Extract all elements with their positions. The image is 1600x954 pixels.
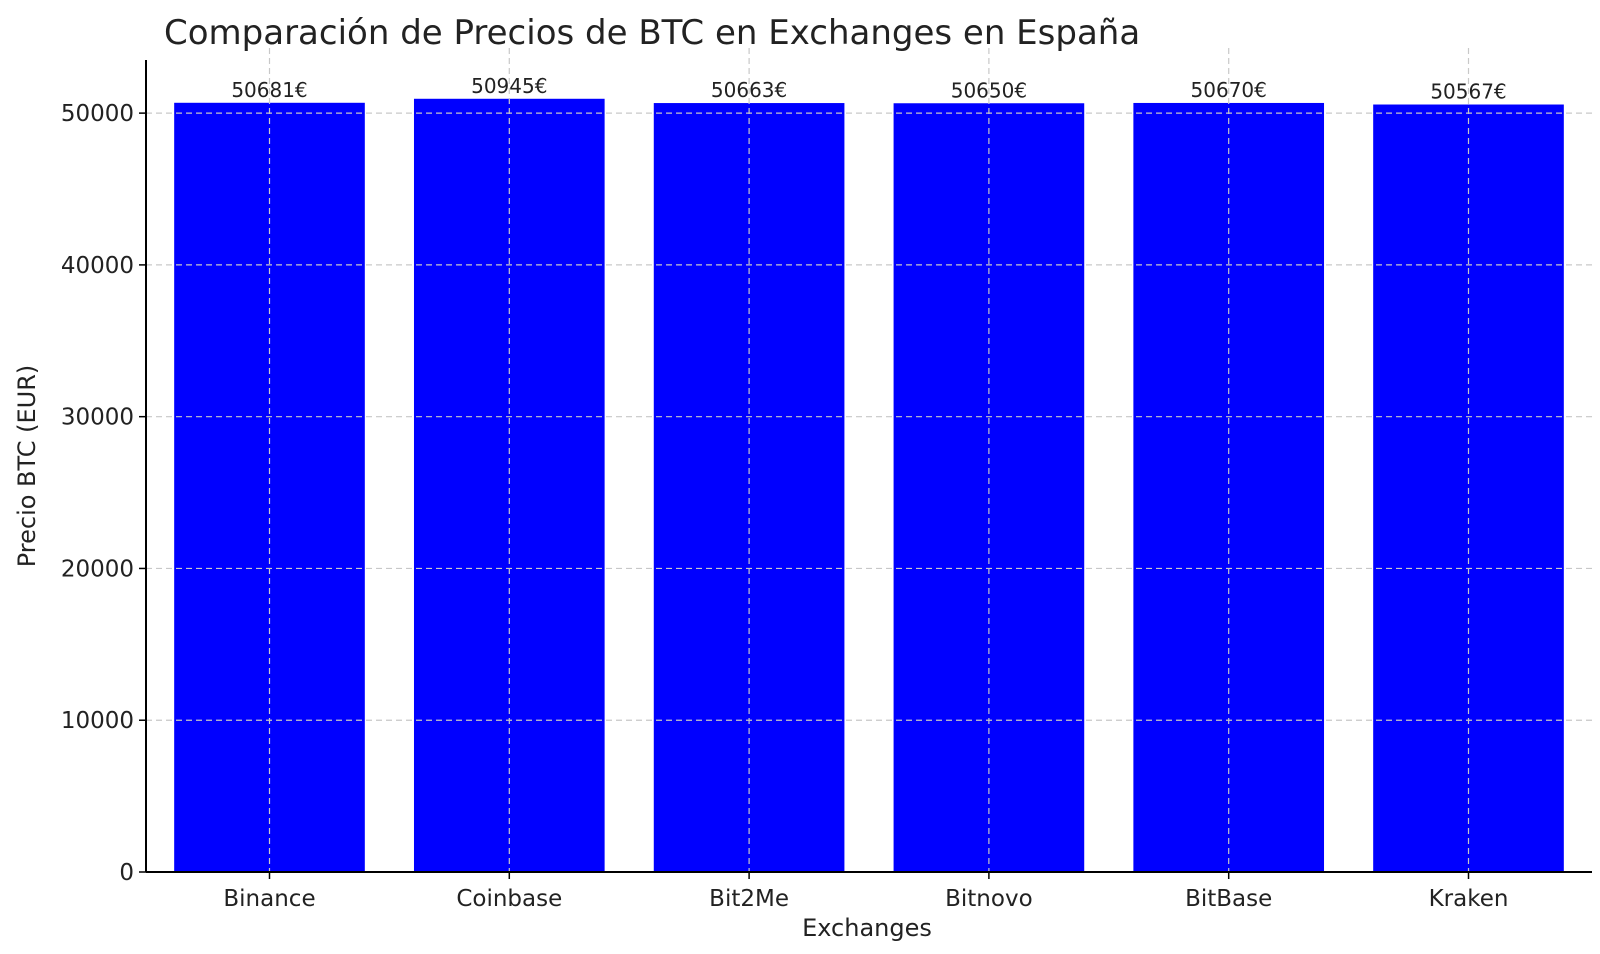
y-tick-label: 50000: [61, 101, 134, 127]
y-tick-label: 0: [119, 860, 134, 886]
y-tick-label: 40000: [61, 253, 134, 279]
bars: [174, 98, 1564, 873]
x-tick-label: Coinbase: [456, 886, 562, 912]
y-axis-ticks: 0 10000 20000 30000 40000 50000: [61, 101, 146, 886]
x-tick-label: Binance: [223, 886, 315, 912]
bar-value-label: 50681€: [231, 78, 307, 102]
x-axis-label: Exchanges: [802, 914, 932, 942]
bar-value-label: 50650€: [951, 78, 1027, 102]
x-axis-ticks: Binance Coinbase Bit2Me Bitnovo BitBase Krake…: [223, 872, 1508, 912]
bar-value-labels: 50681€ 50945€ 50663€ 50650€ 50670€ 50567€: [231, 74, 1506, 104]
y-grid: [146, 112, 1592, 721]
bar-value-label: 50567€: [1430, 80, 1506, 104]
bar-coinbase: [413, 98, 605, 873]
axes: [145, 60, 1592, 873]
y-axis-label: Precio BTC (EUR): [13, 365, 41, 568]
x-tick-label: Bit2Me: [709, 886, 789, 912]
x-grid: [268, 48, 1470, 872]
y-tick-label: 10000: [61, 708, 134, 734]
bar-value-label: 50945€: [471, 74, 547, 98]
x-tick-label: BitBase: [1185, 886, 1272, 912]
x-tick-label: Bitnovo: [945, 886, 1033, 912]
y-tick-label: 20000: [61, 556, 134, 582]
x-tick-label: Kraken: [1429, 886, 1509, 912]
bar-value-label: 50670€: [1191, 78, 1267, 102]
chart-title: Comparación de Precios de BTC en Exchang…: [164, 13, 1140, 53]
y-tick-label: 30000: [61, 405, 134, 431]
bar-value-label: 50663€: [711, 78, 787, 102]
